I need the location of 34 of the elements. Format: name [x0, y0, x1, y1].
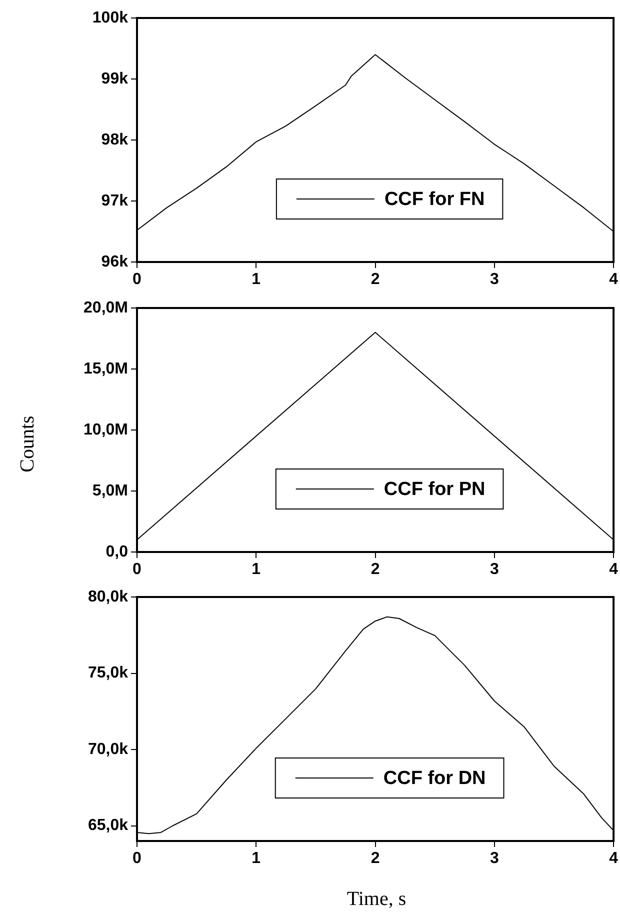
- y-tick-label: 0,0: [106, 543, 128, 560]
- y-axis-title: Counts: [16, 416, 40, 472]
- x-tick-label: 4: [609, 850, 618, 868]
- x-tick-label: 4: [609, 561, 618, 578]
- y-tick-label: 10,0M: [84, 421, 128, 438]
- y-tick-label: 65,0k: [88, 817, 128, 834]
- x-tick-label: 2: [370, 561, 380, 578]
- legend-label: CCF for PN: [384, 479, 486, 500]
- x-tick-label: 1: [252, 561, 261, 578]
- y-tick-label: 70,0k: [88, 740, 128, 758]
- x-tick-label: 3: [490, 850, 499, 868]
- x-tick-label: 0: [132, 271, 142, 288]
- y-tick-label: 75,0k: [88, 664, 128, 682]
- y-tick-label: 5,0M: [92, 482, 128, 500]
- y-tick-label: 99k: [101, 70, 128, 88]
- x-tick-label: 4: [609, 271, 618, 288]
- y-tick-label: 100k: [92, 9, 128, 26]
- x-tick-label: 0: [132, 850, 142, 868]
- legend-label: CCF for FN: [384, 189, 485, 210]
- x-tick-label: 1: [252, 850, 261, 868]
- y-tick-label: 96k: [101, 253, 128, 270]
- y-tick-label: 15,0M: [84, 360, 128, 378]
- legend-label: CCF for DN: [383, 768, 486, 790]
- x-tick-label: 1: [252, 271, 261, 288]
- x-tick-label: 3: [490, 561, 499, 578]
- y-tick-label: 98k: [101, 131, 128, 148]
- y-tick-label: 80,0k: [88, 588, 128, 606]
- x-tick-label: 2: [370, 271, 380, 288]
- y-tick-label: 97k: [101, 192, 128, 210]
- x-tick-label: 2: [370, 850, 380, 868]
- x-tick-label: 3: [490, 271, 499, 288]
- x-tick-label: 0: [132, 561, 142, 578]
- x-axis-title: Time, s: [346, 888, 408, 911]
- y-tick-label: 20,0M: [84, 299, 128, 316]
